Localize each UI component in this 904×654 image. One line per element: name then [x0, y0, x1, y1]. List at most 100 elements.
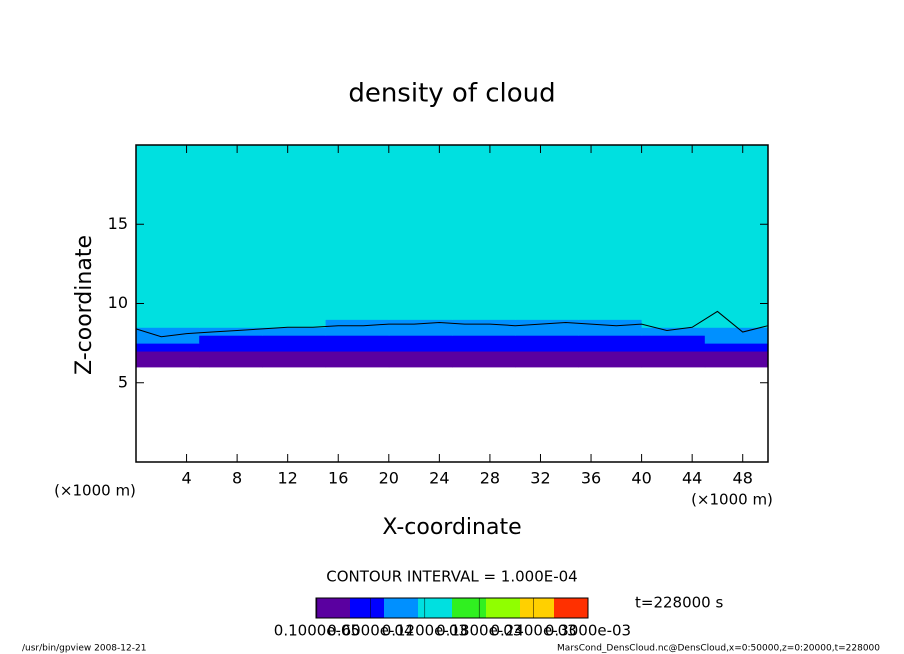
field-cell [136, 145, 200, 273]
contour-interval: CONTOUR INTERVAL = 1.000E-04 [326, 568, 577, 586]
colorbar-tick-label: 0.1000e-05 [274, 622, 360, 640]
x-tick-label: 20 [379, 469, 399, 488]
time-label: t=228000 s [635, 594, 723, 612]
x-tick-label: 16 [328, 469, 348, 488]
field-cell [136, 319, 200, 328]
field-cell [388, 327, 453, 336]
field-cell [136, 335, 200, 344]
field-cell [704, 271, 769, 320]
colorbar-segment [384, 598, 419, 618]
field-cell [704, 335, 769, 344]
field-cell [262, 343, 327, 352]
x-tick-label: 32 [530, 469, 550, 488]
field-cell [578, 351, 643, 360]
field-cell [578, 335, 643, 344]
x-axis-unit: (×1000 m) [691, 491, 773, 509]
field-cell [578, 271, 643, 320]
field-cell [325, 271, 390, 320]
field-cell [136, 343, 200, 352]
colorbar-segment [520, 598, 555, 618]
field-cell [262, 327, 327, 336]
colorbar-segment [418, 598, 453, 618]
colorbar-tick-label: 0.6000e-04 [327, 622, 413, 640]
field-cell [704, 145, 769, 273]
field-cell [388, 351, 453, 360]
colorbar-segment [316, 598, 351, 618]
field-cell [704, 327, 769, 336]
field-cell [452, 319, 516, 328]
x-tick-label: 4 [181, 469, 191, 488]
field-cell [325, 358, 390, 368]
field-cell [452, 335, 516, 344]
field-cell [452, 327, 516, 336]
colorbar-tick-label: 0.3000e-03 [545, 622, 631, 640]
y-tick-label: 5 [118, 372, 128, 391]
field-cell [262, 145, 327, 273]
colorbar-segment [452, 598, 487, 618]
x-tick-label: 8 [232, 469, 242, 488]
field-cell [578, 327, 643, 336]
field-cell [452, 351, 516, 360]
field-cell [199, 319, 263, 328]
field-cell [641, 343, 706, 352]
field-cell [262, 351, 327, 360]
field-cell [578, 145, 643, 273]
field-cell [388, 145, 453, 273]
field-cell [325, 343, 390, 352]
x-tick-label: 48 [733, 469, 753, 488]
field-cell [325, 145, 390, 273]
field-cell [704, 343, 769, 352]
field-cell [515, 327, 579, 336]
field-cell [199, 351, 263, 360]
field-cell [704, 358, 769, 368]
footer-left: /usr/bin/gpview 2008-12-21 [22, 644, 146, 654]
field-cell [262, 335, 327, 344]
field-cell [325, 327, 390, 336]
field-cell [452, 358, 516, 368]
colorbar-tick-label: 0.1200e-03 [382, 622, 468, 640]
y-axis-unit: (×1000 m) [54, 482, 136, 500]
field-cell [641, 351, 706, 360]
colorbar-tick-label: 0.1800e-03 [436, 622, 522, 640]
footer-right: MarsCond_DensCloud.nc@DensCloud,x=0:5000… [557, 644, 880, 654]
field-cell [136, 327, 200, 336]
colorbar-segment [486, 598, 521, 618]
field-cell [641, 145, 706, 273]
field-cell [388, 335, 453, 344]
x-tick-label: 28 [480, 469, 500, 488]
field-cell [388, 358, 453, 368]
field-cell [136, 358, 200, 368]
y-tick-label: 10 [108, 293, 128, 312]
field-cell [325, 351, 390, 360]
field-cell [641, 319, 706, 328]
field-cell [452, 271, 516, 320]
field-cell [262, 271, 327, 320]
field-cell [704, 351, 769, 360]
field-cell [325, 335, 390, 344]
field-cell [199, 327, 263, 336]
field-cell [452, 343, 516, 352]
field-cell [515, 351, 579, 360]
field-cell [199, 145, 263, 273]
field-cell [515, 145, 579, 273]
field-cell [704, 319, 769, 328]
chart-title: density of cloud [348, 79, 555, 109]
field-cell [136, 271, 200, 320]
field-cell [641, 335, 706, 344]
contour-line [135, 310, 769, 338]
field-cell [515, 343, 579, 352]
field-cell [262, 358, 327, 368]
field-cell [452, 145, 516, 273]
field-cell [641, 271, 706, 320]
field-cell [199, 343, 263, 352]
y-axis-label: Z-coordinate [72, 235, 97, 375]
x-tick-label: 40 [631, 469, 651, 488]
field-cell [136, 351, 200, 360]
field-cell [262, 319, 327, 328]
field-cell [388, 271, 453, 320]
x-axis-label: X-coordinate [382, 515, 521, 540]
field-cell [199, 358, 263, 368]
field-cell [578, 358, 643, 368]
field-cell [641, 327, 706, 336]
